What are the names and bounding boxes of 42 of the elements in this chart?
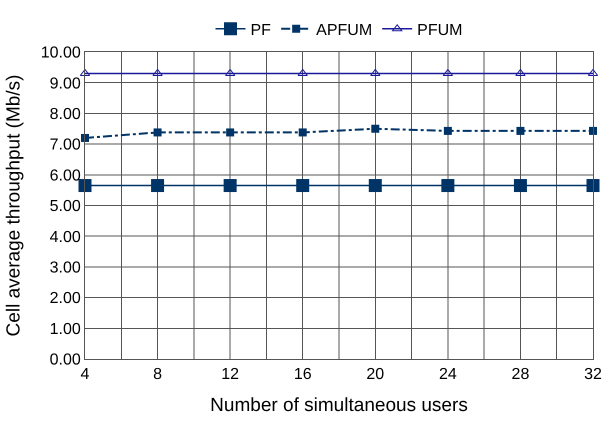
x-tick-label: 8	[153, 366, 162, 384]
point	[151, 179, 164, 192]
point	[296, 179, 310, 192]
x-tick-label: 4	[80, 366, 90, 384]
x-axis-title: Number of simultaneous users	[210, 395, 468, 416]
y-tick-label: 3.00	[50, 260, 81, 276]
x-tick-label: 16	[294, 366, 312, 384]
x-tick-label: 32	[584, 366, 602, 384]
point	[370, 68, 380, 76]
x-tick-label: 20	[366, 366, 384, 384]
point	[224, 179, 237, 192]
point	[78, 179, 92, 192]
point	[586, 179, 600, 192]
y-axis-title: Cell average throughput (Mb/s)	[4, 74, 25, 336]
point	[368, 179, 382, 192]
y-tick-label: 10.00	[40, 44, 81, 62]
y-tick-label: 6.00	[50, 167, 81, 184]
point	[514, 179, 527, 192]
x-tick-label: 12	[221, 366, 240, 384]
y-tick-label: 8.00	[50, 106, 81, 123]
y-tick-label: 9.00	[50, 75, 81, 92]
x-tick-label: 24	[438, 366, 457, 384]
y-tick-label: 1.00	[50, 320, 81, 338]
point	[442, 68, 453, 76]
y-tick-label: 2.00	[50, 290, 81, 308]
point	[225, 68, 236, 76]
x-tick-label: 28	[512, 366, 530, 384]
point	[154, 128, 162, 136]
y-tick-label: 5.00	[50, 198, 81, 216]
point	[226, 128, 234, 136]
point	[371, 124, 380, 133]
point	[298, 128, 307, 136]
legend-label: PF	[250, 22, 272, 39]
point	[298, 68, 308, 76]
point	[444, 126, 452, 135]
y-tick-label: 4.00	[50, 228, 81, 246]
legend-label: PFUM	[417, 22, 462, 39]
point	[441, 179, 454, 192]
legend-label: APFUM	[316, 22, 372, 39]
y-tick-label: 7.00	[50, 136, 81, 154]
y-tick-label: 0.00	[50, 352, 81, 369]
point	[516, 126, 524, 135]
